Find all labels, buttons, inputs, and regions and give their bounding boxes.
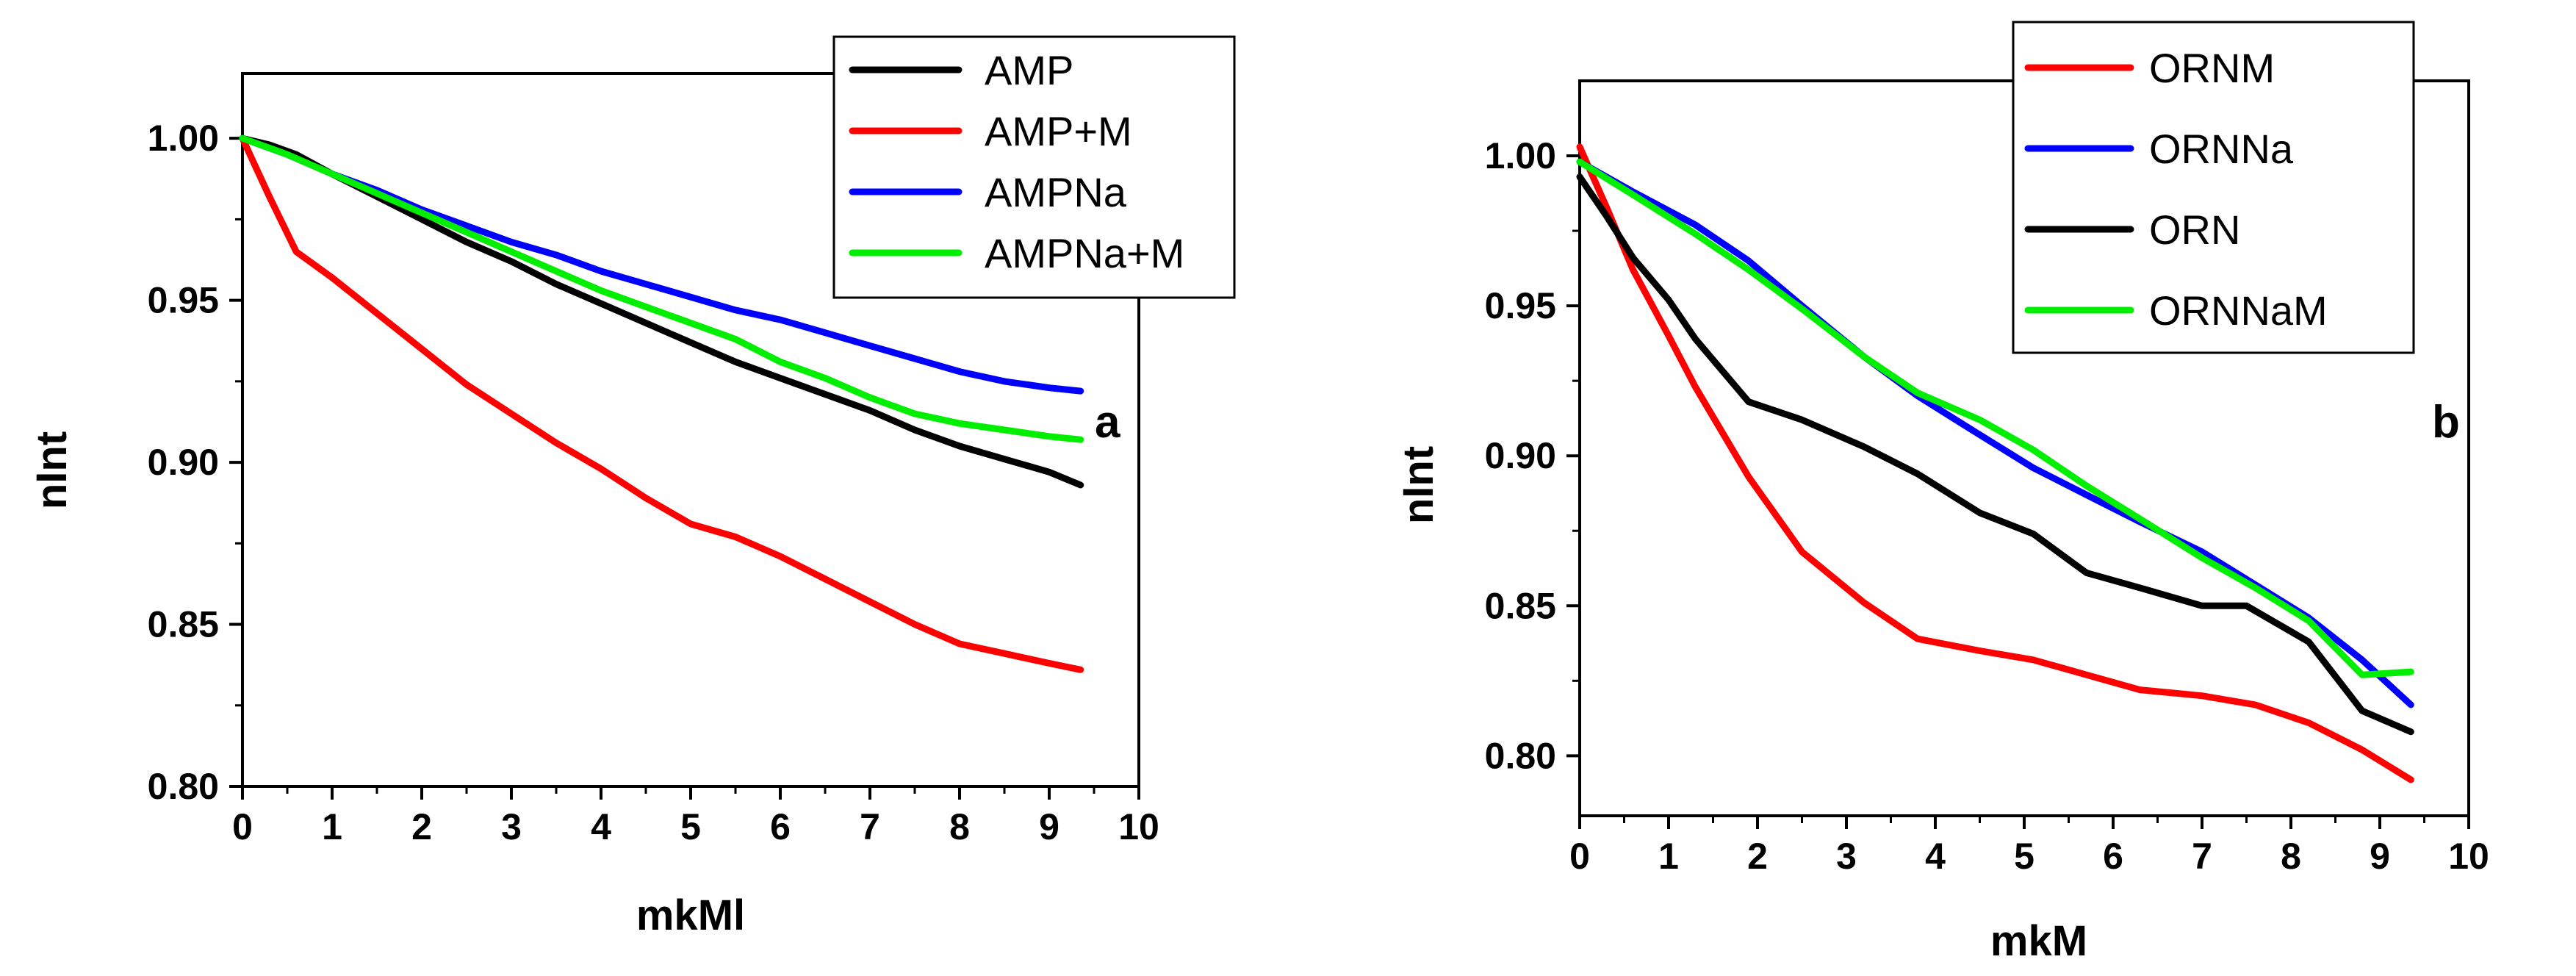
x-tick-label-a: 0: [232, 806, 253, 847]
x-tick-label-b: 2: [1747, 836, 1768, 877]
legend-box-b: [2012, 21, 2415, 354]
x-axis-title-b: mkM: [1990, 917, 2087, 965]
y-tick-label-a: 0.85: [148, 604, 219, 645]
x-tick-label-a: 1: [322, 806, 342, 847]
series-line-ornm: [1576, 143, 2414, 783]
legend-b: ORNM ORNNa ORN ORNNaM: [2012, 21, 2415, 354]
panel-label-a: a: [1095, 397, 1120, 448]
series-line-ornnam: [1576, 158, 2414, 678]
x-tick-label-a: 5: [680, 806, 701, 847]
x-tick-label-b: 4: [1925, 836, 1946, 877]
x-tick-label-a: 4: [591, 806, 611, 847]
y-tick-label-b: 0.85: [1485, 585, 1556, 626]
y-tick-label-a: 0.90: [148, 442, 219, 483]
tick-labels-b: 0 1 2 3 4 5 6 7 8 9 10 0.80 0.85 0.90 0.95 1.00: [1485, 135, 2489, 877]
legend-label-ornm: ORNM: [2149, 45, 2275, 91]
x-tick-label-b: 6: [2103, 836, 2123, 877]
y-axis-title-b: nInt: [1395, 446, 1442, 524]
tick-labels-a: 0 1 2 3 4 5 6 7 8 9 10 0.80 0.85 0.90 0.95 1.00: [148, 118, 1159, 847]
legend-a: AMP AMP+M AMPNa AMPNa+M: [832, 35, 1236, 299]
x-tick-label-b: 9: [2370, 836, 2390, 877]
x-tick-label-b: 10: [2448, 836, 2489, 877]
x-tick-label-b: 5: [2014, 836, 2034, 877]
y-tick-label-a: 0.80: [148, 766, 219, 807]
chart-panel-a: 0 1 2 3 4 5 6 7 8 9 10 0.80 0.85 0.90 0.95 1.00 mkMl nI…: [28, 35, 1236, 939]
axis-ticks-a: [229, 137, 1140, 800]
legend-label-ampna-m: AMPNa+M: [985, 230, 1184, 276]
y-tick-label-a: 0.95: [148, 280, 219, 321]
x-tick-label-a: 6: [770, 806, 791, 847]
x-tick-label-a: 7: [860, 806, 880, 847]
x-axis-title-a: mkMl: [636, 891, 745, 939]
legend-label-ornnam: ORNNaM: [2149, 287, 2328, 334]
x-tick-label-a: 8: [949, 806, 970, 847]
chart-panel-b: 0 1 2 3 4 5 6 7 8 9 10 0.80 0.85 0.90 0.95 1.00 mkM nIn…: [1395, 21, 2489, 965]
y-tick-label-b: 1.00: [1485, 135, 1556, 176]
x-tick-label-a: 10: [1118, 806, 1159, 847]
legend-label-orn: ORN: [2149, 207, 2240, 253]
series-lines-a: [239, 134, 1084, 673]
x-tick-label-b: 8: [2281, 836, 2301, 877]
panel-label-b: b: [2432, 397, 2460, 448]
y-tick-label-b: 0.95: [1485, 285, 1556, 326]
axis-ticks-b: [1566, 154, 2470, 829]
x-tick-label-b: 7: [2192, 836, 2212, 877]
y-tick-label-b: 0.80: [1485, 735, 1556, 776]
y-axis-title-a: nInt: [28, 431, 76, 509]
series-line-orn: [1576, 173, 2414, 736]
series-line-amp-m: [239, 134, 1084, 673]
x-tick-label-a: 2: [411, 806, 432, 847]
legend-items-a: AMP AMP+M AMPNa AMPNa+M: [849, 47, 1184, 276]
x-tick-label-b: 0: [1569, 836, 1590, 877]
series-lines-b: [1576, 143, 2414, 783]
x-tick-label-a: 3: [501, 806, 522, 847]
y-tick-label-b: 0.90: [1485, 435, 1556, 476]
series-line-ampna-m: [239, 134, 1084, 443]
legend-label-amp-m: AMP+M: [985, 108, 1132, 154]
legend-label-ornna: ORNNa: [2149, 126, 2294, 172]
x-tick-label-b: 1: [1658, 836, 1679, 877]
y-tick-label-a: 1.00: [148, 118, 219, 159]
legend-items-b: ORNM ORNNa ORN ORNNaM: [2024, 45, 2328, 334]
x-tick-label-a: 9: [1039, 806, 1059, 847]
x-tick-label-b: 3: [1836, 836, 1857, 877]
legend-label-ampna: AMPNa: [985, 169, 1127, 215]
legend-label-amp: AMP: [985, 47, 1073, 93]
